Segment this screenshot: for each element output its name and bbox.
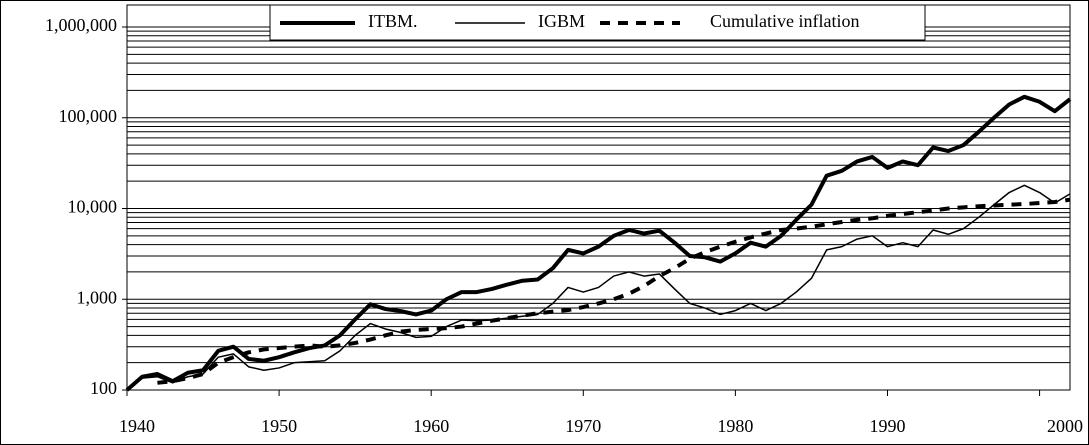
x-tick-label: 1950	[261, 416, 297, 436]
x-tick-label: 1990	[869, 416, 905, 436]
y-tick-label: 1,000	[77, 287, 118, 307]
plot-area	[126, 4, 1071, 391]
series-line	[125, 94, 1072, 392]
series-line	[126, 184, 1071, 391]
x-tick-label: 1970	[565, 416, 601, 436]
y-tick-label: 1,000,000	[45, 15, 117, 35]
x-tick-label: 1940	[119, 416, 155, 436]
y-tick-label: 100,000	[59, 106, 118, 126]
y-tick-label: 100	[90, 378, 117, 398]
legend: ITBM. IGBM Cumulative inflation	[269, 4, 926, 41]
legend-label: IGBM	[538, 11, 585, 31]
x-tick-label: 2000	[1047, 416, 1083, 436]
legend-box	[269, 4, 926, 41]
y-tick-label: 10,000	[68, 197, 118, 217]
legend-label: ITBM.	[368, 11, 418, 31]
x-tick-label: 1980	[717, 416, 753, 436]
legend-label: Cumulative inflation	[710, 11, 859, 31]
x-tick-label: 1960	[413, 416, 449, 436]
